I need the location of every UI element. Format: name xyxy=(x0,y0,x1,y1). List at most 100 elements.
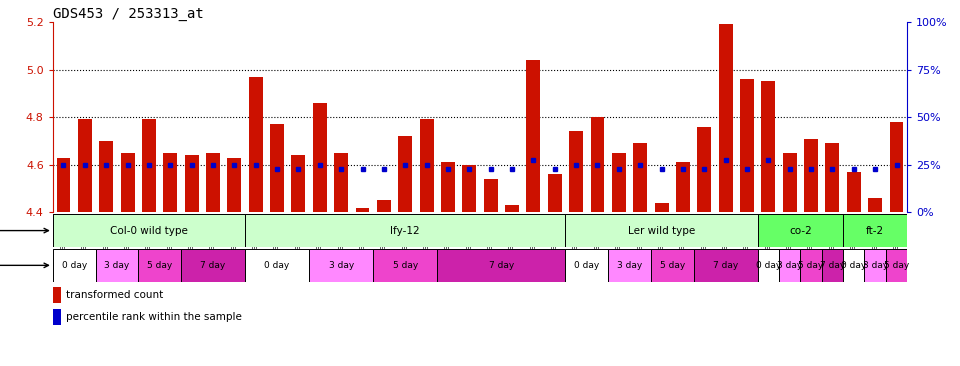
Text: 5 day: 5 day xyxy=(672,261,694,270)
Bar xyxy=(782,153,797,212)
Text: 7 day: 7 day xyxy=(480,261,501,270)
FancyBboxPatch shape xyxy=(138,249,159,282)
FancyBboxPatch shape xyxy=(74,249,95,282)
Text: 3 day: 3 day xyxy=(105,261,130,270)
Bar xyxy=(804,139,818,212)
Text: 3 day: 3 day xyxy=(95,261,117,270)
Bar xyxy=(398,136,412,212)
Text: 3 day: 3 day xyxy=(779,261,801,270)
Text: 0 day: 0 day xyxy=(74,261,96,270)
Bar xyxy=(526,60,540,212)
Bar xyxy=(826,143,839,212)
Bar xyxy=(53,287,61,303)
FancyBboxPatch shape xyxy=(565,249,609,282)
Text: 7 day: 7 day xyxy=(489,261,514,270)
Text: 3 day: 3 day xyxy=(328,261,354,270)
Bar xyxy=(740,79,754,212)
FancyBboxPatch shape xyxy=(53,214,245,247)
Text: 0 day: 0 day xyxy=(841,261,867,270)
Text: 0 day: 0 day xyxy=(565,261,587,270)
Text: 7 day: 7 day xyxy=(437,261,459,270)
FancyBboxPatch shape xyxy=(53,249,95,282)
FancyBboxPatch shape xyxy=(565,214,757,247)
Text: time: time xyxy=(0,260,48,270)
Bar xyxy=(334,153,348,212)
FancyBboxPatch shape xyxy=(95,249,117,282)
FancyBboxPatch shape xyxy=(886,249,907,282)
Text: 5 day: 5 day xyxy=(393,261,418,270)
Bar xyxy=(163,153,178,212)
FancyBboxPatch shape xyxy=(501,249,522,282)
Text: 0 day: 0 day xyxy=(757,261,780,270)
Bar xyxy=(590,117,605,212)
FancyBboxPatch shape xyxy=(544,249,565,282)
FancyBboxPatch shape xyxy=(309,249,330,282)
Text: 0 day: 0 day xyxy=(756,261,781,270)
FancyBboxPatch shape xyxy=(864,249,886,282)
FancyBboxPatch shape xyxy=(651,249,693,282)
Bar xyxy=(463,165,476,212)
Text: 3 day: 3 day xyxy=(309,261,330,270)
FancyBboxPatch shape xyxy=(224,249,245,282)
FancyBboxPatch shape xyxy=(801,249,822,282)
FancyBboxPatch shape xyxy=(288,249,309,282)
FancyBboxPatch shape xyxy=(373,249,395,282)
FancyBboxPatch shape xyxy=(864,249,886,282)
Text: 5 day: 5 day xyxy=(660,261,684,270)
FancyBboxPatch shape xyxy=(736,249,757,282)
Text: 5 day: 5 day xyxy=(416,261,438,270)
Text: 3 day: 3 day xyxy=(630,261,651,270)
FancyBboxPatch shape xyxy=(801,249,822,282)
Bar xyxy=(249,77,263,212)
FancyBboxPatch shape xyxy=(651,249,672,282)
Text: 0 day: 0 day xyxy=(574,261,599,270)
FancyBboxPatch shape xyxy=(245,249,266,282)
Text: 5 day: 5 day xyxy=(799,261,824,270)
Text: 5 day: 5 day xyxy=(884,261,909,270)
FancyBboxPatch shape xyxy=(886,249,907,282)
FancyBboxPatch shape xyxy=(203,249,224,282)
FancyBboxPatch shape xyxy=(159,249,180,282)
FancyBboxPatch shape xyxy=(780,249,801,282)
Text: 5 day: 5 day xyxy=(159,261,181,270)
Bar xyxy=(890,122,903,212)
Bar xyxy=(761,82,776,212)
Text: 3 day: 3 day xyxy=(117,261,138,270)
Text: percentile rank within the sample: percentile rank within the sample xyxy=(65,312,242,322)
FancyBboxPatch shape xyxy=(693,249,757,282)
Text: 0 day: 0 day xyxy=(61,261,86,270)
Text: Col-0 wild type: Col-0 wild type xyxy=(110,225,188,236)
Text: 7 day: 7 day xyxy=(224,261,245,270)
FancyBboxPatch shape xyxy=(438,249,459,282)
Text: co-2: co-2 xyxy=(789,225,812,236)
Text: 7 day: 7 day xyxy=(501,261,523,270)
FancyBboxPatch shape xyxy=(822,249,843,282)
Bar xyxy=(569,131,583,212)
Text: 7 day: 7 day xyxy=(180,261,203,270)
FancyBboxPatch shape xyxy=(309,249,373,282)
FancyBboxPatch shape xyxy=(757,249,780,282)
Bar xyxy=(548,174,562,212)
Bar xyxy=(184,155,199,212)
Bar xyxy=(142,120,156,212)
FancyBboxPatch shape xyxy=(245,249,309,282)
Text: ft-2: ft-2 xyxy=(866,225,884,236)
Bar xyxy=(868,198,882,212)
Text: 7 day: 7 day xyxy=(736,261,757,270)
Bar xyxy=(655,203,668,212)
Text: 5 day: 5 day xyxy=(138,261,159,270)
Text: 7 day: 7 day xyxy=(201,261,226,270)
Text: 7 day: 7 day xyxy=(693,261,715,270)
Bar xyxy=(420,120,434,212)
Text: 0 day: 0 day xyxy=(53,261,74,270)
Bar xyxy=(292,155,305,212)
FancyBboxPatch shape xyxy=(245,214,565,247)
Bar xyxy=(505,205,519,212)
Text: 3 day: 3 day xyxy=(608,261,630,270)
Text: GDS453 / 253313_at: GDS453 / 253313_at xyxy=(53,7,204,21)
FancyBboxPatch shape xyxy=(715,249,736,282)
Bar xyxy=(206,153,220,212)
FancyBboxPatch shape xyxy=(395,249,416,282)
Text: lfy-12: lfy-12 xyxy=(391,225,420,236)
FancyBboxPatch shape xyxy=(266,249,288,282)
